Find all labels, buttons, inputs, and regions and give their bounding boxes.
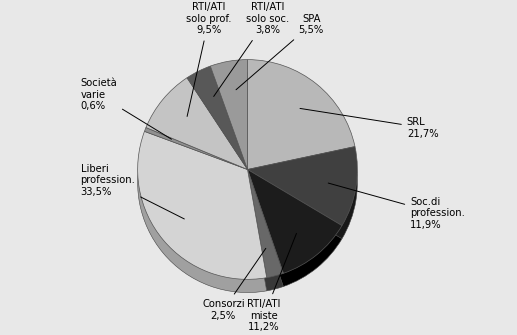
Text: RTI/ATI
miste
11,2%: RTI/ATI miste 11,2% — [247, 233, 296, 332]
Wedge shape — [248, 170, 283, 278]
Wedge shape — [146, 91, 248, 183]
Wedge shape — [248, 183, 283, 291]
Text: Liberi
profession.
33,5%: Liberi profession. 33,5% — [81, 164, 185, 219]
Wedge shape — [210, 73, 248, 183]
Wedge shape — [138, 131, 267, 279]
Text: Soc.di
profession.
11,9%: Soc.di profession. 11,9% — [328, 183, 465, 230]
Wedge shape — [248, 183, 342, 286]
Wedge shape — [248, 160, 357, 239]
Text: SPA
5,5%: SPA 5,5% — [236, 14, 324, 90]
Wedge shape — [248, 147, 357, 225]
Wedge shape — [138, 144, 267, 292]
Text: SRL
21,7%: SRL 21,7% — [300, 109, 438, 139]
Wedge shape — [146, 78, 248, 170]
Wedge shape — [144, 141, 248, 183]
Wedge shape — [248, 73, 355, 183]
Wedge shape — [210, 60, 248, 170]
Text: Società
varie
0,6%: Società varie 0,6% — [81, 78, 172, 139]
Wedge shape — [187, 79, 248, 183]
Text: RTI/ATI
solo soc.
3,8%: RTI/ATI solo soc. 3,8% — [214, 2, 289, 96]
Wedge shape — [248, 60, 355, 170]
Wedge shape — [144, 128, 248, 170]
Text: Consorzi
2,5%: Consorzi 2,5% — [202, 248, 266, 321]
Wedge shape — [187, 66, 248, 170]
Text: RTI/ATI
solo prof.
9,5%: RTI/ATI solo prof. 9,5% — [186, 2, 232, 117]
Wedge shape — [248, 170, 342, 273]
